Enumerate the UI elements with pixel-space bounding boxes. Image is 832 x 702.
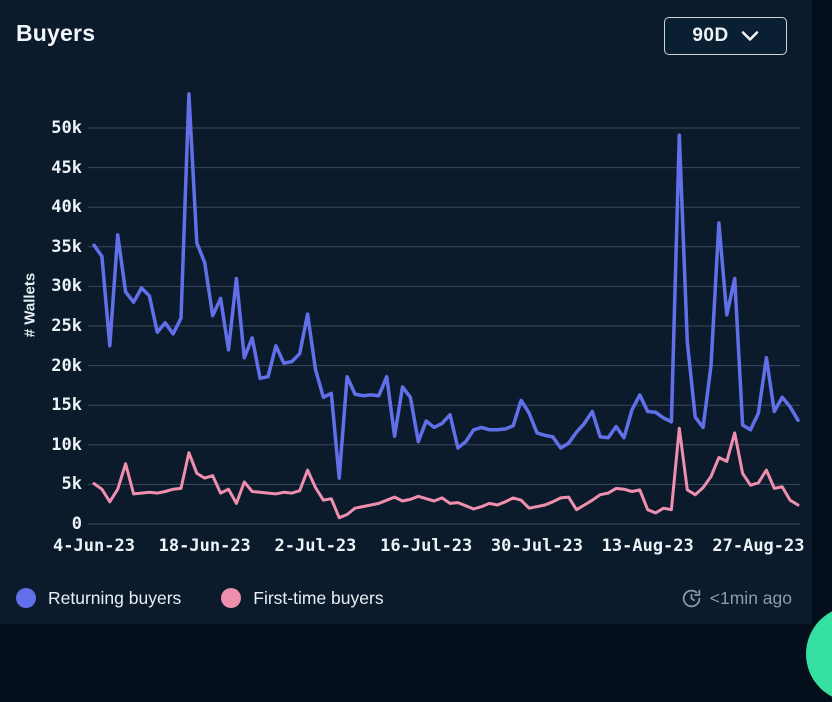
x-tick-label: 27-Aug-23: [712, 536, 805, 556]
buyers-line-chart: [88, 92, 800, 525]
y-tick-label: 20k: [51, 355, 82, 376]
y-tick-label: 5k: [61, 474, 82, 495]
time-range-value: 90D: [692, 25, 729, 46]
last-updated: <1min ago: [681, 586, 792, 610]
x-tick-label: 18-Jun-23: [158, 536, 251, 556]
y-tick-label: 30k: [51, 276, 82, 297]
y-tick-label: 25k: [51, 316, 82, 336]
legend-label: First-time buyers: [253, 587, 384, 608]
x-tick-label: 2-Jul-23: [274, 536, 357, 556]
time-range-dropdown[interactable]: 90D: [664, 17, 787, 55]
last-updated-text: <1min ago: [709, 587, 792, 608]
y-tick-label: 35k: [51, 236, 82, 257]
y-tick-label: 10k: [51, 434, 82, 455]
returning-buyers-dot-icon: [16, 588, 36, 608]
series-line-returning-buyers: [92, 92, 800, 480]
first-time-buyers-dot-icon: [221, 588, 242, 608]
y-tick-label: 40k: [51, 197, 82, 218]
x-tick-label: 30-Jul-23: [490, 536, 584, 556]
legend-label: Returning buyers: [48, 587, 182, 608]
y-tick-label: 0: [71, 514, 82, 534]
x-tick-label: 16-Jul-23: [380, 536, 473, 556]
series-line-first-time-buyers: [92, 426, 800, 520]
buyers-chart-card: [0, 0, 812, 624]
chevron-down-icon: [741, 30, 759, 42]
y-tick-label: 15k: [51, 395, 82, 416]
y-axis-label: # Wallets: [21, 272, 39, 338]
legend-item-first-time-buyers[interactable]: First-time buyers: [221, 587, 384, 609]
refresh-clock-icon: [681, 588, 702, 609]
x-tick-label: 13-Aug-23: [601, 536, 694, 556]
y-tick-label: 50k: [51, 118, 82, 138]
legend-item-returning-buyers[interactable]: Returning buyers: [16, 588, 181, 609]
page-title: Buyers: [16, 20, 96, 46]
y-tick-label: 45k: [51, 157, 82, 178]
chart-legend: Returning buyers First-time buyers: [16, 585, 384, 611]
x-tick-label: 4-Jun-23: [53, 536, 135, 556]
